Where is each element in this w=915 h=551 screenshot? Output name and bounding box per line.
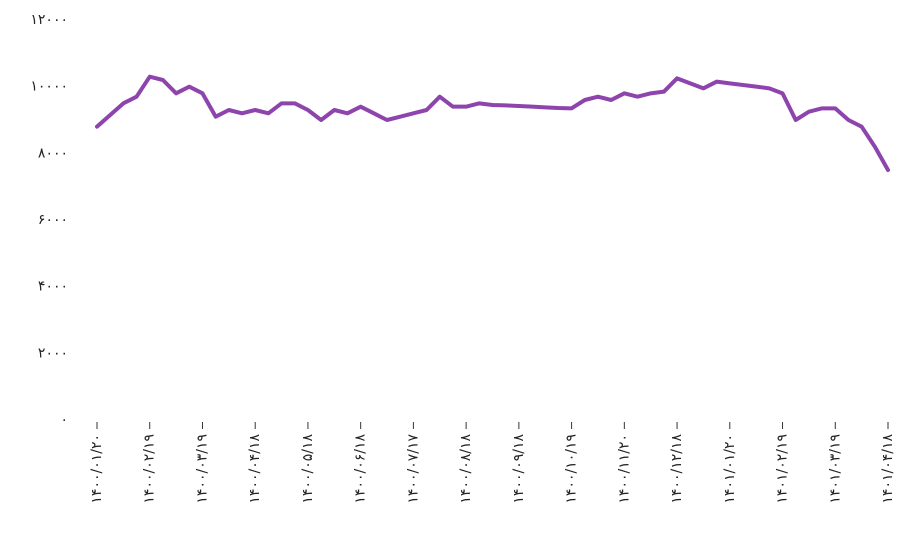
x-tick-label: ۱۴۰۱/۰۲/۱۹ xyxy=(775,434,791,504)
x-tick-label: ۱۴۰۰/۰۳/۱۹ xyxy=(194,434,210,504)
y-tick-label: ۲۰۰۰ xyxy=(38,345,68,361)
x-tick-label: ۱۴۰۰/۱۲/۱۸ xyxy=(669,434,685,504)
y-tick-label: ۸۰۰۰ xyxy=(38,145,68,161)
y-tick-label: ۶۰۰۰ xyxy=(38,212,68,228)
x-tick-label: ۱۴۰۰/۰۹/۱۸ xyxy=(511,434,527,504)
x-tick-label: ۱۴۰۰/۰۱/۲۰ xyxy=(89,434,105,504)
y-tick-label: ۱۰۰۰۰ xyxy=(30,79,68,95)
x-tick-label: ۱۴۰۰/۰۴/۱۸ xyxy=(247,434,263,504)
line xyxy=(95,74,890,172)
x-tick-label: ۱۴۰۰/۱۰/۱۹ xyxy=(564,434,580,504)
x-tick-label: ۱۴۰۱/۰۱/۲۰ xyxy=(722,434,738,504)
x-tick-label: ۱۴۰۰/۰۲/۱۹ xyxy=(142,434,158,504)
x-tick-label: ۱۴۰۰/۰۶/۱۸ xyxy=(353,434,369,504)
y-tick-label: ۰ xyxy=(60,412,68,428)
x-tick-label: ۱۴۰۰/۰۵/۱۸ xyxy=(300,434,316,504)
x-tick-label: ۱۴۰۱/۰۳/۱۹ xyxy=(827,434,843,504)
x-tick-label: ۱۴۰۰/۰۷/۱۷ xyxy=(405,434,421,504)
x-tick-label: ۱۴۰۰/۱۱/۲۰ xyxy=(616,434,632,504)
x-tick-label: ۱۴۰۰/۰۸/۱۸ xyxy=(458,434,474,504)
y-tick-label: ۴۰۰۰ xyxy=(38,279,68,295)
x-tick-label: ۱۴۰۱/۰۴/۱۸ xyxy=(880,434,896,504)
y-tick-label: ۱۲۰۰۰ xyxy=(30,12,68,28)
